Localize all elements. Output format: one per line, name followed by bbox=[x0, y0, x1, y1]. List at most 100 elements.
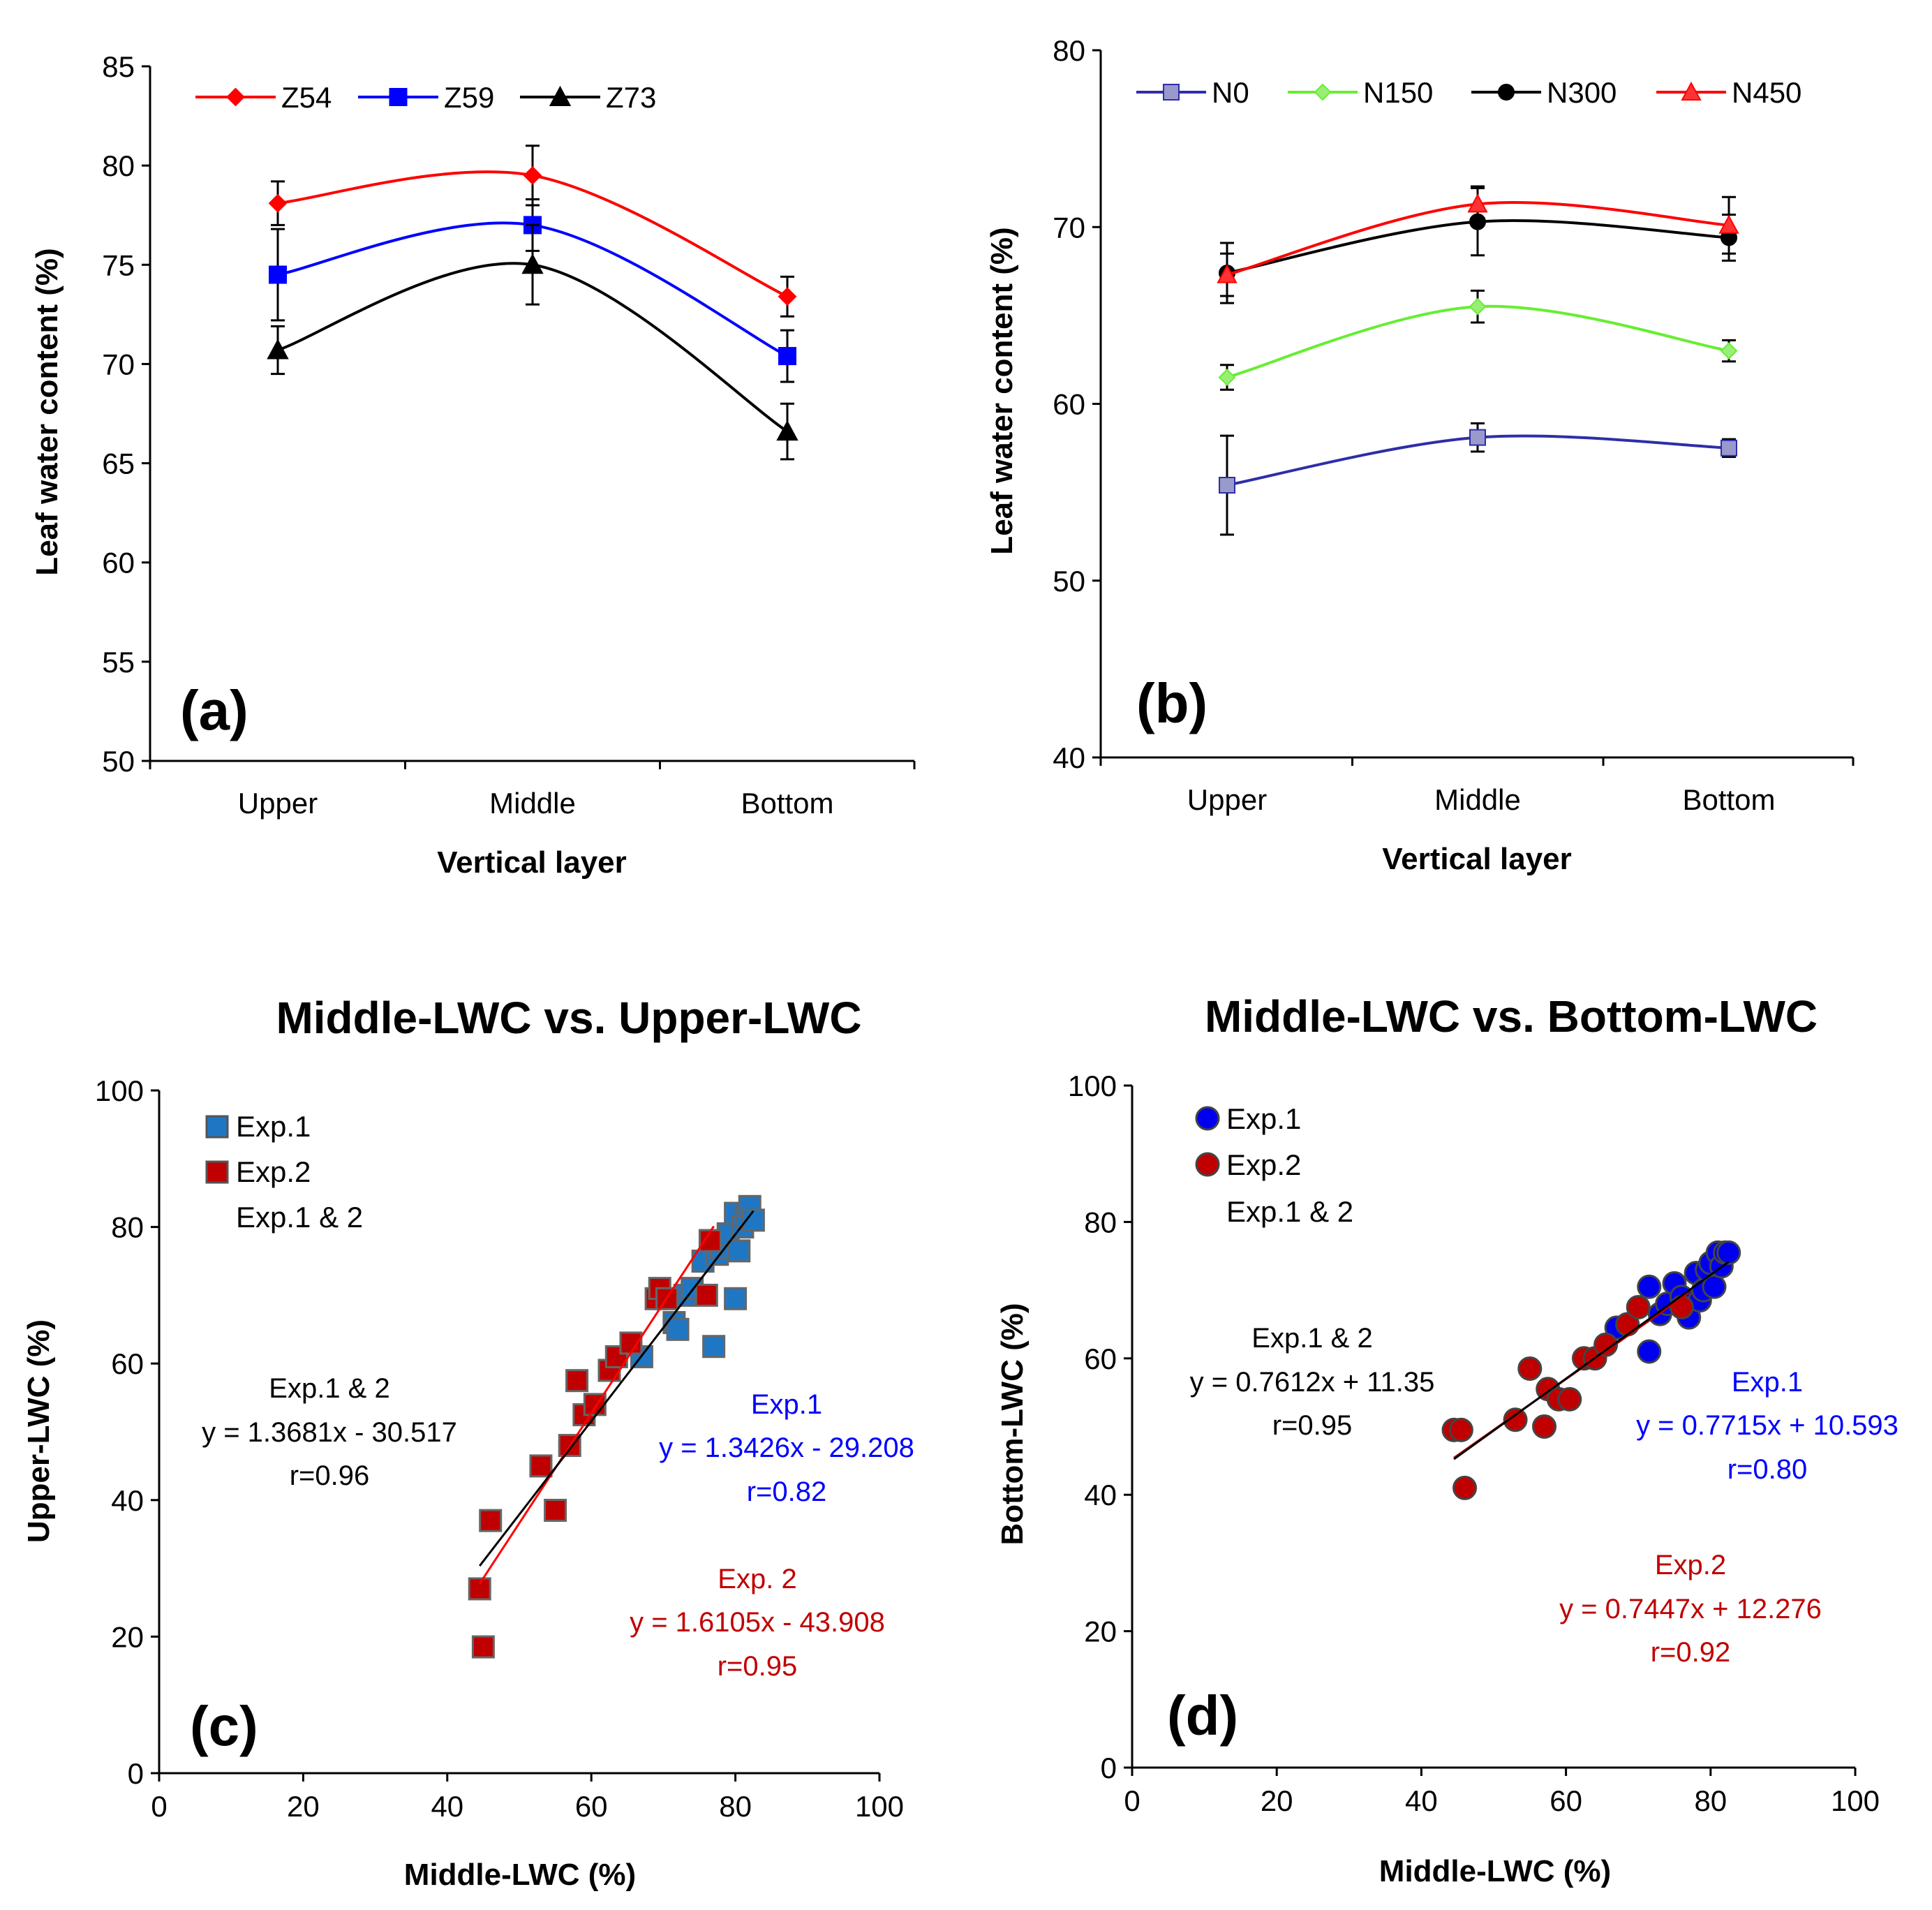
panel-a-ytick-label: 70 bbox=[102, 348, 135, 380]
panel-d-ann-combined-title: Exp.1 & 2 bbox=[1251, 1323, 1372, 1354]
panel-d-point-Exp.2 bbox=[1503, 1407, 1528, 1432]
panel-c-y-axis-title: Upper-LWC (%) bbox=[22, 1319, 56, 1543]
panel-b-xtick-label: Middle bbox=[1434, 783, 1521, 816]
panel-c-legend-marker-exp1 bbox=[205, 1115, 229, 1139]
panel-b-ytick-label: 50 bbox=[1053, 565, 1085, 598]
panel-a-legend-marker-Z73 bbox=[549, 85, 572, 106]
panel-c-y-ticks: 0 20 40 60 80 100 bbox=[95, 1074, 159, 1790]
panel-c-xtick-label: 0 bbox=[151, 1790, 167, 1823]
panel-d-fit-lines bbox=[1453, 1261, 1730, 1460]
panel-d-x-ticks: 0 20 40 60 80 100 bbox=[1124, 1768, 1880, 1817]
panel-b-ytick-label: 40 bbox=[1053, 741, 1085, 774]
panel-d-point-Exp.2 bbox=[1626, 1295, 1651, 1320]
panel-b-x-axis-title: Vertical layer bbox=[1382, 842, 1572, 876]
panel-d-y-axis-title: Bottom-LWC (%) bbox=[995, 1303, 1030, 1545]
panel-d-annotation-exp2: Exp.2 y = 0.7447x + 12.276 r=0.92 bbox=[1559, 1550, 1822, 1668]
panel-d-annotation-combined: Exp.1 & 2 y = 0.7612x + 11.35 r=0.95 bbox=[1190, 1323, 1435, 1441]
panel-b-ytick-label: 60 bbox=[1053, 388, 1085, 421]
panel-d-ann-exp2-title: Exp.2 bbox=[1655, 1550, 1726, 1580]
panel-b-legend-marker-N300 bbox=[1498, 84, 1515, 101]
panel-c-xtick-label: 100 bbox=[855, 1790, 904, 1823]
panel-c-fit-lines bbox=[478, 1210, 755, 1585]
panel-c-title: Middle-LWC vs. Upper-LWC bbox=[276, 993, 861, 1043]
panel-d-ann-exp2-r: r=0.92 bbox=[1651, 1637, 1731, 1668]
panel-c-annotation-exp2: Exp. 2 y = 1.6105x - 43.908 r=0.95 bbox=[630, 1564, 885, 1682]
panel-c-fit-line-Exp-2 bbox=[478, 1225, 715, 1585]
panel-a-x-axis-title: Vertical layer bbox=[437, 845, 627, 880]
panel-b-point-N150 bbox=[1469, 297, 1487, 316]
panel-c-legend-label-combined: Exp.1 & 2 bbox=[236, 1201, 363, 1234]
panel-a-point-Z73 bbox=[776, 420, 798, 441]
panel-c-ytick-label: 0 bbox=[128, 1757, 144, 1790]
panel-b-legend-marker-N0 bbox=[1163, 84, 1180, 101]
panel-a-legend-label-Z59: Z59 bbox=[444, 81, 494, 114]
panel-c-legend-marker-exp2 bbox=[205, 1160, 229, 1184]
panel-a-y-axis-title: Leaf water content (%) bbox=[30, 248, 64, 575]
panel-d-ann-exp2-equation: y = 0.7447x + 12.276 bbox=[1559, 1594, 1822, 1624]
panel-c-ytick-label: 40 bbox=[111, 1484, 144, 1517]
panel-a-ytick-label: 65 bbox=[102, 447, 135, 480]
panel-d-ann-combined-equation: y = 0.7612x + 11.35 bbox=[1190, 1367, 1435, 1398]
panel-d-annotation-exp1: Exp.1 y = 0.7715x + 10.593 r=0.80 bbox=[1636, 1367, 1898, 1485]
panel-d-ytick-label: 80 bbox=[1084, 1206, 1117, 1238]
panel-c-point-Exp.2 bbox=[468, 1577, 491, 1601]
panel-d-point-Exp.1 bbox=[1637, 1274, 1662, 1299]
panel-a-label: (a) bbox=[180, 679, 248, 741]
panel-d-xtick-label: 80 bbox=[1694, 1784, 1727, 1817]
panel-d-point-Exp.2 bbox=[1532, 1414, 1557, 1439]
panel-d-title: Middle-LWC vs. Bottom-LWC bbox=[1205, 991, 1818, 1042]
panel-c-ytick-label: 60 bbox=[111, 1347, 144, 1380]
panel-a-xtick-label: Bottom bbox=[741, 787, 833, 820]
panel-b-legend-marker-N450 bbox=[1681, 81, 1702, 101]
panel-c-ytick-label: 100 bbox=[95, 1074, 144, 1107]
panel-b-x-ticks: Upper Middle Bottom bbox=[1099, 757, 1855, 816]
panel-b-point-N450 bbox=[1467, 193, 1488, 213]
panel-b-point-N450 bbox=[1718, 214, 1739, 234]
panel-d-xtick-label: 0 bbox=[1124, 1784, 1140, 1817]
panel-c-legend: Exp.1 Exp.2 Exp.1 & 2 bbox=[205, 1110, 363, 1234]
panel-c-x-axis-title: Middle-LWC (%) bbox=[404, 1858, 636, 1892]
panel-d-fit-line-Exp-1-2 bbox=[1453, 1261, 1730, 1460]
panel-b-ytick-label: 80 bbox=[1053, 34, 1085, 67]
panel-c-point-Exp.1 bbox=[727, 1239, 751, 1263]
panel-c-legend-label-exp2: Exp.2 bbox=[236, 1155, 311, 1188]
panel-d-ytick-label: 40 bbox=[1084, 1479, 1117, 1511]
panel-b-point-N0 bbox=[1721, 439, 1737, 457]
panel-d-ann-exp1-r: r=0.80 bbox=[1727, 1454, 1808, 1485]
panel-d-ann-exp1-title: Exp.1 bbox=[1732, 1367, 1803, 1398]
panel-b-legend-label-N450: N450 bbox=[1732, 76, 1801, 109]
panel-c-point-Exp.2 bbox=[479, 1509, 503, 1532]
panel-b-label: (b) bbox=[1136, 672, 1208, 734]
panel-d-legend-label-combined: Exp.1 & 2 bbox=[1226, 1195, 1353, 1228]
panel-a-point-Z54 bbox=[523, 165, 542, 185]
panel-c-ann-exp2-equation: y = 1.6105x - 43.908 bbox=[630, 1607, 885, 1638]
panel-b-legend-marker-N150 bbox=[1314, 83, 1332, 101]
panel-a-point-Z73 bbox=[267, 339, 289, 360]
panel-d-legend-label-exp1: Exp.1 bbox=[1226, 1102, 1301, 1135]
panel-c-xtick-label: 60 bbox=[575, 1790, 608, 1823]
panel-a-legend-label-Z54: Z54 bbox=[281, 81, 332, 114]
panel-d-point-Exp.1 bbox=[1637, 1339, 1662, 1364]
panel-c-point-Exp.2 bbox=[694, 1283, 718, 1307]
panel-c-scatter-chart: Middle-LWC vs. Upper-LWC 0 20 40 60 80 100 0 2… bbox=[22, 993, 914, 1892]
panel-b-legend-label-N0: N0 bbox=[1212, 76, 1249, 109]
panel-b-xtick-label: Upper bbox=[1187, 783, 1267, 816]
panel-c-point-Exp.1 bbox=[666, 1317, 690, 1341]
panel-d-label: (d) bbox=[1167, 1685, 1238, 1747]
panel-a-ytick-label: 60 bbox=[102, 547, 135, 579]
panel-a-x-ticks: Upper Middle Bottom bbox=[149, 761, 916, 820]
panel-d-x-axis-title: Middle-LWC (%) bbox=[1379, 1854, 1611, 1888]
panel-b-xtick-label: Bottom bbox=[1682, 783, 1775, 816]
panel-b-point-N150 bbox=[1218, 369, 1236, 386]
panel-a-xtick-label: Middle bbox=[489, 787, 576, 820]
panel-c-annotation-combined: Exp.1 & 2 y = 1.3681x - 30.517 r=0.96 bbox=[202, 1373, 457, 1491]
panel-c-ann-combined-title: Exp.1 & 2 bbox=[269, 1373, 389, 1404]
panel-a-point-Z54 bbox=[778, 287, 797, 306]
panel-d-ytick-label: 0 bbox=[1101, 1752, 1117, 1784]
panel-d-ann-exp1-equation: y = 0.7715x + 10.593 bbox=[1636, 1410, 1898, 1441]
panel-c-point-Exp.2 bbox=[471, 1635, 495, 1659]
panel-b-legend-label-N300: N300 bbox=[1547, 76, 1617, 109]
panel-c-point-Exp.1 bbox=[702, 1335, 726, 1359]
panel-d-xtick-label: 60 bbox=[1550, 1784, 1582, 1817]
